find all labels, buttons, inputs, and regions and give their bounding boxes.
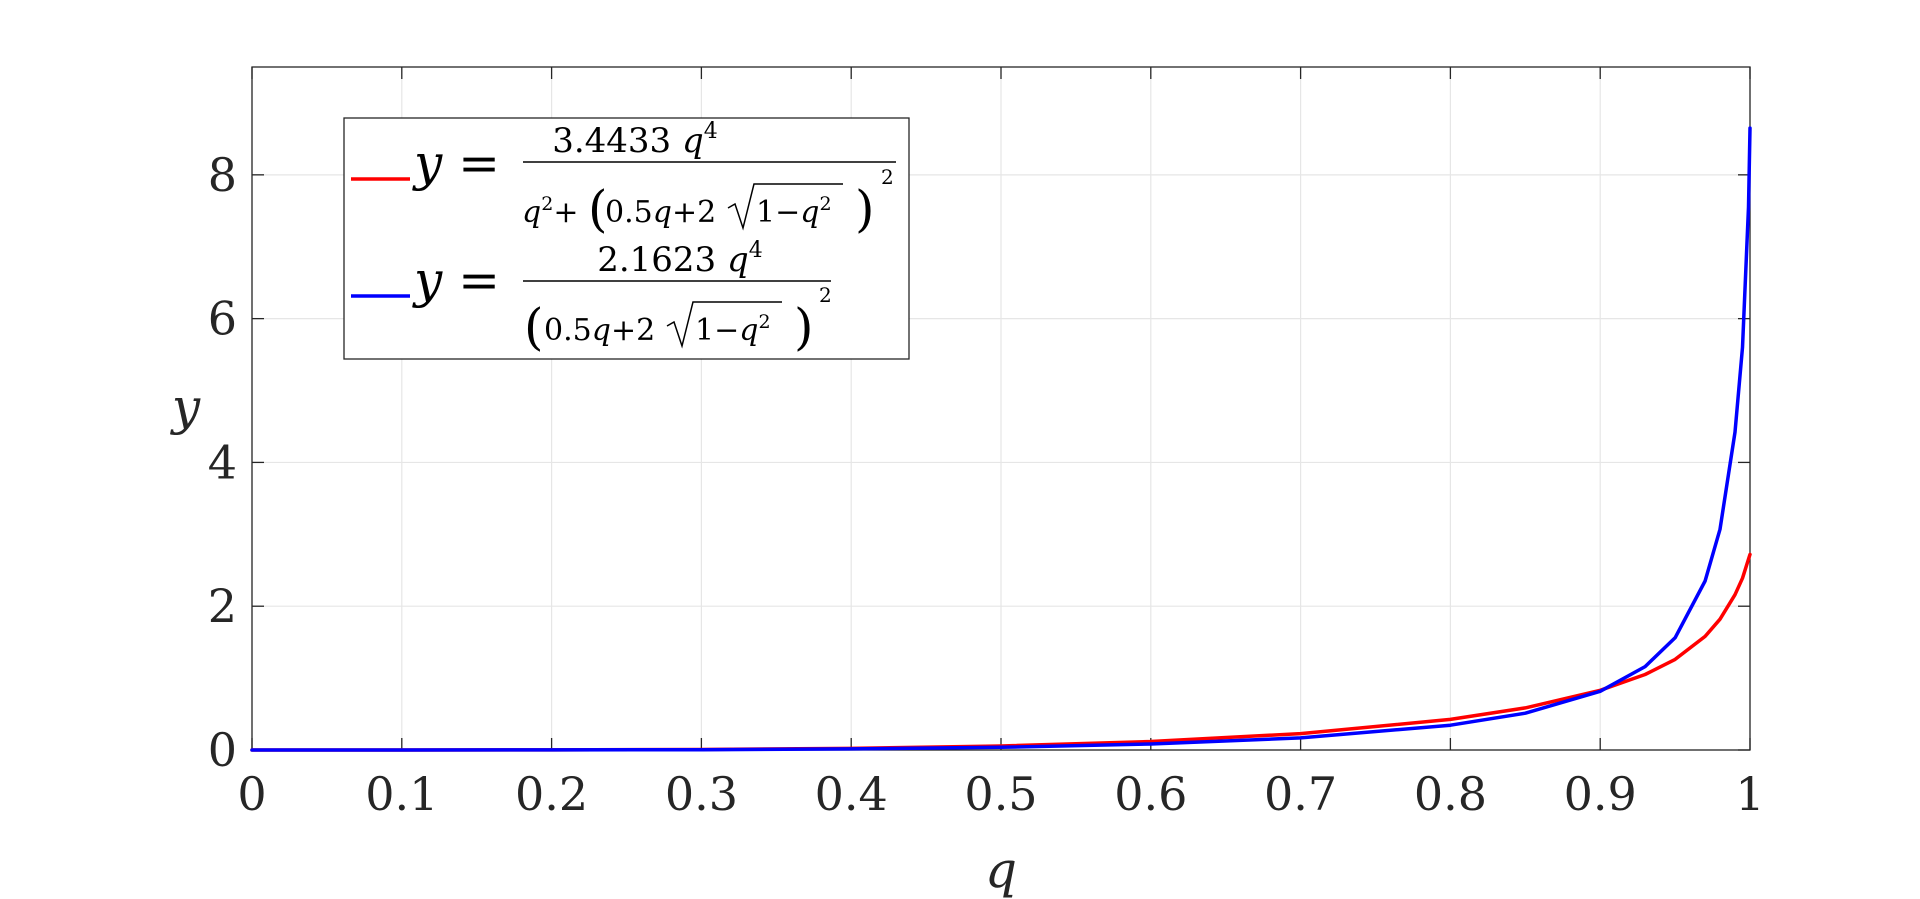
svg-text:0.5q+2: 0.5q+2: [605, 195, 716, 230]
series-line-2: [250, 126, 1752, 752]
svg-text:2.1623 q4: 2.1623 q4: [597, 238, 763, 280]
x-tick-label: 0.6: [1114, 767, 1187, 821]
svg-text:): ): [855, 180, 875, 238]
legend: y = 3.4433 q4 q2+ ( 0.5q+2 1−q2 ) 2 y = …: [343, 117, 910, 360]
svg-text:y =: y =: [412, 251, 500, 309]
svg-text:q2+: q2+: [522, 193, 578, 230]
x-tick-label: 0: [237, 767, 266, 821]
x-tick-label: 0.1: [365, 767, 438, 821]
x-tick-label: 1: [1735, 767, 1764, 821]
legend-formula-1: y = 3.4433 q4 q2+ ( 0.5q+2 1−q2 ) 2: [412, 119, 896, 238]
legend-entry-1: y = 3.4433 q4 q2+ ( 0.5q+2 1−q2 ) 2: [351, 119, 896, 238]
svg-text:3.4433 q4: 3.4433 q4: [552, 119, 718, 161]
legend-box: [343, 117, 910, 360]
x-tick-label: 0.2: [515, 767, 588, 821]
x-tick-label: 0.3: [665, 767, 738, 821]
svg-text:0.5q+2: 0.5q+2: [544, 313, 655, 348]
y-tick-label: 2: [208, 579, 237, 633]
svg-text:1−q2: 1−q2: [756, 193, 832, 230]
x-axis-label: q: [985, 841, 1017, 899]
svg-text:2: 2: [881, 165, 894, 189]
svg-text:): ): [794, 298, 814, 356]
x-tick-label: 0.9: [1564, 767, 1637, 821]
svg-text:2: 2: [819, 283, 832, 307]
svg-text:1−q2: 1−q2: [695, 311, 771, 348]
y-tick-label: 0: [208, 723, 237, 777]
x-tick-label: 0.7: [1264, 767, 1337, 821]
svg-text:(: (: [524, 298, 544, 356]
svg-text:y =: y =: [412, 134, 500, 192]
y-tick-label: 8: [208, 148, 237, 202]
legend-entry-2: y = 2.1623 q4 ( 0.5q+2 1−q2 ) 2: [351, 238, 832, 356]
y-tick-label: 4: [208, 435, 237, 489]
y-axis-label: y: [170, 378, 201, 436]
x-tick-label: 0.8: [1414, 767, 1487, 821]
x-tick-label: 0.4: [815, 767, 888, 821]
series-lines: [250, 126, 1752, 752]
legend-formula-2: y = 2.1623 q4 ( 0.5q+2 1−q2 ) 2: [412, 238, 832, 356]
x-tick-label: 0.5: [964, 767, 1037, 821]
y-tick-label: 6: [208, 292, 237, 346]
tick-labels: 0 0.1 0.2 0.3 0.4 0.5 0.6 0.7 0.8 0.9 1 0 2 4 6 8: [208, 148, 1765, 821]
svg-text:(: (: [588, 180, 608, 238]
